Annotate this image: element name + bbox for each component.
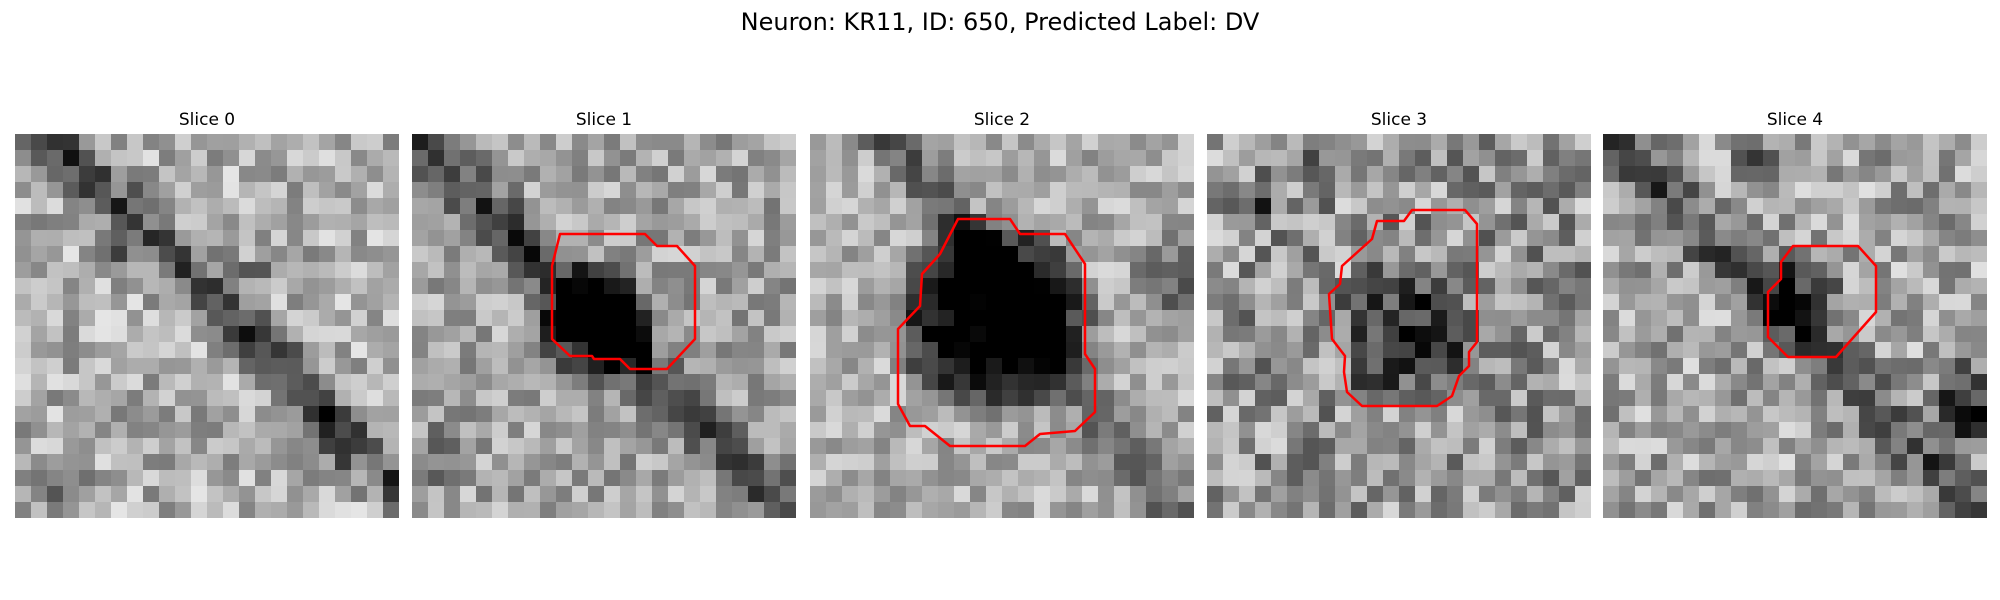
slice-title-4: Slice 4	[1603, 108, 1987, 132]
grayscale-texture-3	[1207, 134, 1591, 518]
slice-panel-2: Slice 2	[810, 108, 1194, 518]
figure-title: Neuron: KR11, ID: 650, Predicted Label: …	[0, 8, 2000, 36]
grayscale-texture-1	[412, 134, 796, 518]
slice-image-0	[15, 134, 399, 518]
slice-image-1	[412, 134, 796, 518]
slice-image-4	[1603, 134, 1987, 518]
slice-title-1: Slice 1	[412, 108, 796, 132]
slice-image-3	[1207, 134, 1591, 518]
slice-panel-4: Slice 4	[1603, 108, 1987, 518]
slice-image-2	[810, 134, 1194, 518]
slice-panel-3: Slice 3	[1207, 108, 1591, 518]
grayscale-texture-2	[810, 134, 1194, 518]
slice-title-3: Slice 3	[1207, 108, 1591, 132]
slice-title-0: Slice 0	[15, 108, 399, 132]
grayscale-texture-0	[15, 134, 399, 518]
grayscale-texture-4	[1603, 134, 1987, 518]
slice-panel-1: Slice 1	[412, 108, 796, 518]
slice-title-2: Slice 2	[810, 108, 1194, 132]
slice-panel-0: Slice 0	[15, 108, 399, 518]
